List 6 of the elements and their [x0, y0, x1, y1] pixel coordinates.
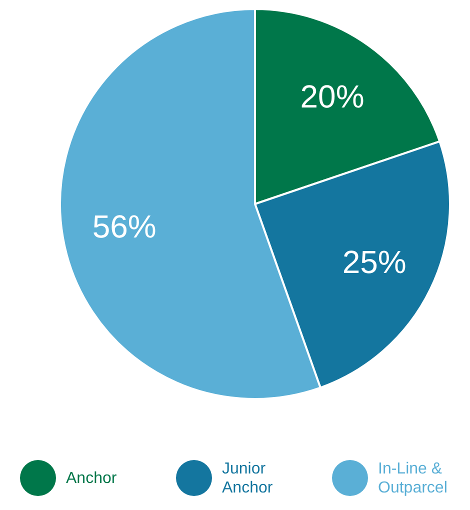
data-label: 25% — [342, 244, 406, 280]
legend-label: Junior Anchor — [222, 460, 274, 496]
legend-label: Anchor — [66, 470, 118, 486]
data-label: 20% — [300, 78, 364, 114]
data-label: 56% — [92, 208, 156, 245]
legend-label: In-Line & Outparcel — [378, 460, 448, 496]
